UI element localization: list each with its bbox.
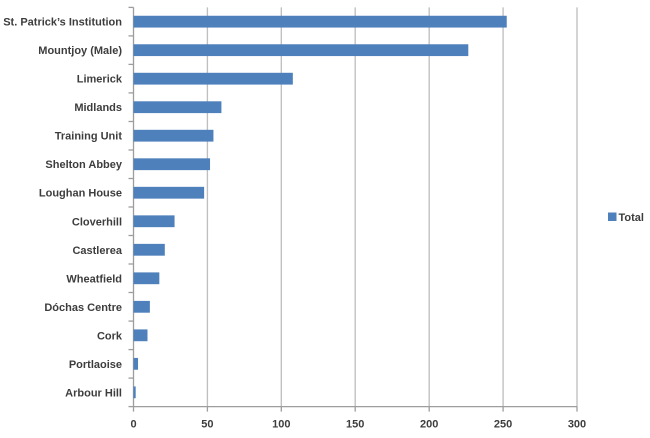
svg-text:50: 50 (201, 419, 213, 431)
svg-text:0: 0 (130, 419, 136, 431)
svg-text:Total: Total (619, 212, 644, 224)
svg-text:Arbour Hill: Arbour Hill (65, 387, 122, 399)
svg-text:Loughan House: Loughan House (39, 188, 122, 200)
svg-text:Portlaoise: Portlaoise (69, 359, 122, 371)
svg-text:Mountjoy (Male): Mountjoy (Male) (38, 45, 122, 57)
svg-text:200: 200 (420, 419, 438, 431)
svg-text:250: 250 (494, 419, 512, 431)
svg-text:100: 100 (272, 419, 290, 431)
svg-text:300: 300 (568, 419, 586, 431)
svg-text:Midlands: Midlands (74, 102, 122, 114)
svg-text:Wheatfield: Wheatfield (66, 273, 122, 285)
svg-text:Shelton Abbey: Shelton Abbey (45, 159, 122, 171)
svg-text:Dóchas Centre: Dóchas Centre (44, 302, 122, 314)
svg-text:St. Patrick’s Institution: St. Patrick’s Institution (3, 17, 122, 29)
svg-text:Cloverhill: Cloverhill (72, 216, 122, 228)
svg-text:Castlerea: Castlerea (72, 245, 122, 257)
svg-text:Training Unit: Training Unit (55, 131, 123, 143)
svg-text:Cork: Cork (97, 330, 123, 342)
svg-text:150: 150 (346, 419, 364, 431)
svg-text:Limerick: Limerick (77, 74, 123, 86)
